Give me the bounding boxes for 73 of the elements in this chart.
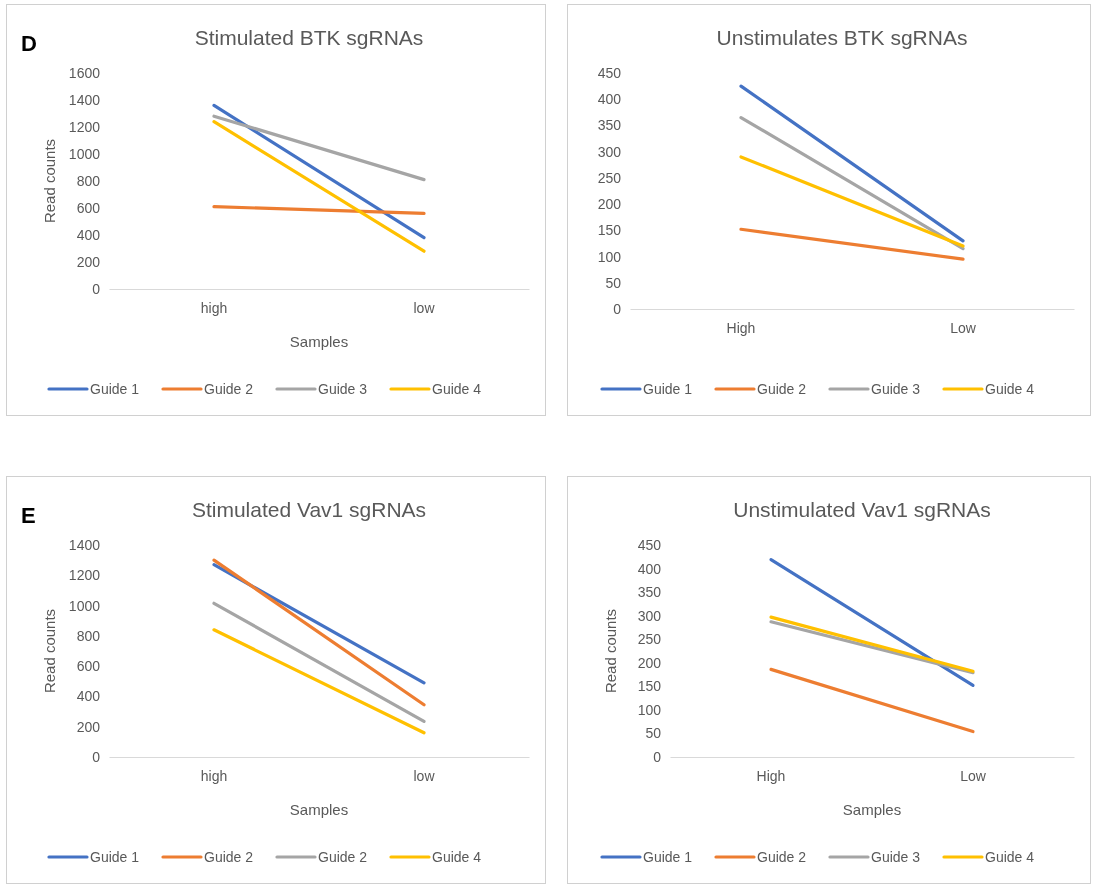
- y-tick-label: 600: [76, 199, 101, 216]
- x-tick-label: low: [413, 299, 436, 316]
- legend-label: Guide 4: [985, 849, 1035, 865]
- y-tick-label: 800: [76, 627, 101, 644]
- y-axis-title: Read counts: [602, 608, 619, 694]
- y-tick-label: 400: [76, 226, 101, 243]
- chart-title: Stimulated Vav1 sgRNAs: [191, 498, 427, 521]
- legend-label: Guide 2: [757, 381, 807, 397]
- y-tick-label: 200: [637, 654, 662, 671]
- legend-label: Guide 4: [432, 849, 482, 865]
- y-tick-label: 100: [597, 248, 622, 265]
- y-tick-label: 800: [76, 172, 101, 189]
- y-tick-label: 450: [597, 64, 622, 81]
- y-tick-label: 50: [605, 274, 622, 291]
- y-tick-label: 200: [76, 718, 101, 735]
- legend-label: Guide 1: [90, 849, 140, 865]
- y-tick-label: 150: [637, 678, 662, 695]
- y-tick-label: 400: [597, 91, 622, 108]
- y-tick-label: 0: [653, 748, 662, 765]
- y-tick-label: 250: [637, 631, 662, 648]
- y-tick-label: 1200: [68, 567, 101, 584]
- chart-title: Unstimulates BTK sgRNAs: [716, 26, 968, 49]
- x-tick-label: Low: [950, 319, 977, 336]
- x-axis-title: Samples: [289, 801, 349, 818]
- x-tick-label: High: [756, 767, 786, 784]
- legend-label: Guide 3: [871, 381, 921, 397]
- y-tick-label: 1400: [68, 536, 101, 553]
- y-axis-title: Read counts: [41, 138, 58, 224]
- legend-label: Guide 2: [318, 849, 368, 865]
- y-tick-label: 1000: [68, 597, 101, 614]
- y-tick-label: 600: [76, 658, 101, 675]
- x-tick-label: Low: [960, 767, 987, 784]
- legend-label: Guide 4: [432, 381, 482, 397]
- y-tick-label: 0: [92, 748, 101, 765]
- legend-label: Guide 3: [871, 849, 921, 865]
- x-tick-label: high: [200, 767, 228, 784]
- y-tick-label: 250: [597, 169, 622, 186]
- y-tick-label: 400: [76, 688, 101, 705]
- y-tick-label: 300: [637, 607, 662, 624]
- legend-label: Guide 2: [204, 381, 254, 397]
- text: D: [21, 31, 37, 56]
- y-tick-label: 150: [597, 222, 622, 239]
- legend-label: Guide 1: [643, 849, 693, 865]
- x-tick-label: High: [726, 319, 756, 336]
- y-tick-label: 350: [637, 584, 662, 601]
- chart-title: Stimulated BTK sgRNAs: [194, 26, 424, 49]
- y-axis-title: Read counts: [41, 608, 58, 694]
- y-tick-label: 400: [637, 560, 662, 577]
- text: E: [21, 503, 36, 528]
- y-tick-label: 200: [76, 253, 101, 270]
- x-axis-title: Samples: [842, 801, 902, 818]
- y-tick-label: 1600: [68, 64, 101, 81]
- x-axis-title: Samples: [289, 333, 349, 350]
- y-tick-label: 50: [645, 725, 662, 742]
- y-tick-label: 200: [597, 196, 622, 213]
- y-tick-label: 100: [637, 701, 662, 718]
- legend-label: Guide 2: [204, 849, 254, 865]
- x-tick-label: low: [413, 767, 436, 784]
- y-tick-label: 1400: [68, 91, 101, 108]
- y-tick-label: 300: [597, 143, 622, 160]
- legend-label: Guide 4: [985, 381, 1035, 397]
- chart-title: Unstimulated Vav1 sgRNAs: [733, 498, 991, 521]
- y-tick-label: 450: [637, 536, 662, 553]
- y-tick-label: 1200: [68, 118, 101, 135]
- legend-label: Guide 1: [643, 381, 693, 397]
- y-tick-label: 350: [597, 117, 622, 134]
- legend-label: Guide 3: [318, 381, 368, 397]
- legend-label: Guide 1: [90, 381, 140, 397]
- x-tick-label: high: [200, 299, 228, 316]
- legend-label: Guide 2: [757, 849, 807, 865]
- y-tick-label: 0: [92, 280, 101, 297]
- y-tick-label: 0: [613, 300, 622, 317]
- y-tick-label: 1000: [68, 145, 101, 162]
